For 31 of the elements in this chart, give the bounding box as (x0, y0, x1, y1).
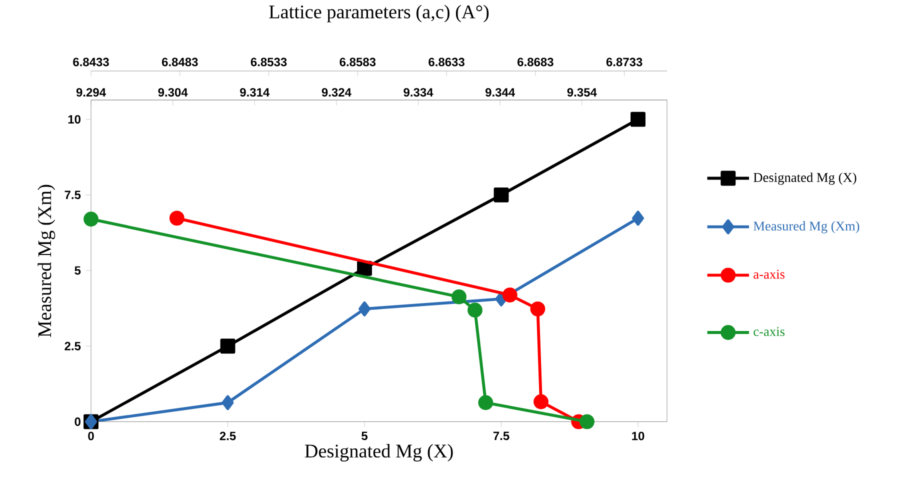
x-tick-label: 2.5 (220, 432, 236, 440)
x2-tick-label: 9.354 (567, 88, 597, 97)
x2-tick-label: 9.334 (404, 88, 434, 97)
x-tick-label: 6.8683 (518, 58, 554, 66)
legend-label: Designated Mg (X) (754, 172, 856, 185)
x-axis-title: Designated Mg (X) (304, 444, 453, 462)
x2-tick-label: 9.344 (485, 88, 516, 97)
x-tick-label: 0 (88, 432, 94, 440)
x-tick-label: 6.8583 (340, 58, 376, 66)
x-tick-label: 6.8633 (428, 58, 464, 66)
x-tick-label: 6.8483 (162, 58, 198, 66)
x-tick-label: 6.8533 (250, 58, 287, 66)
legend-label: a-axis (754, 270, 785, 279)
y-tick-label: 2.5 (64, 342, 81, 350)
x-tick-label: 5 (362, 432, 368, 440)
x2-tick-label: 9.294 (76, 88, 106, 97)
y-tick-label: 0 (74, 417, 80, 426)
y-axis-title: Measured Mg (Xm) (38, 184, 56, 338)
legend-label: Measured Mg (Xm) (754, 221, 860, 234)
x-tick-label: 7.5 (493, 432, 510, 440)
x-tick-label: 10 (632, 432, 644, 440)
x2-tick-label: 9.324 (322, 88, 352, 97)
y-tick-label: 10 (68, 115, 80, 124)
x-tick-label: 6.8733 (606, 58, 642, 66)
y-tick-label: 5 (74, 266, 81, 275)
x2-tick-label: 9.314 (240, 88, 270, 97)
x-tick-label: 6.8433 (73, 58, 109, 66)
x2-tick-label: 9.304 (158, 88, 188, 97)
y-tick-label: 7.5 (64, 190, 81, 200)
legend-label: c-axis (754, 327, 785, 336)
x-axis-title: Lattice parameters (a,c) (A°) (269, 4, 489, 22)
